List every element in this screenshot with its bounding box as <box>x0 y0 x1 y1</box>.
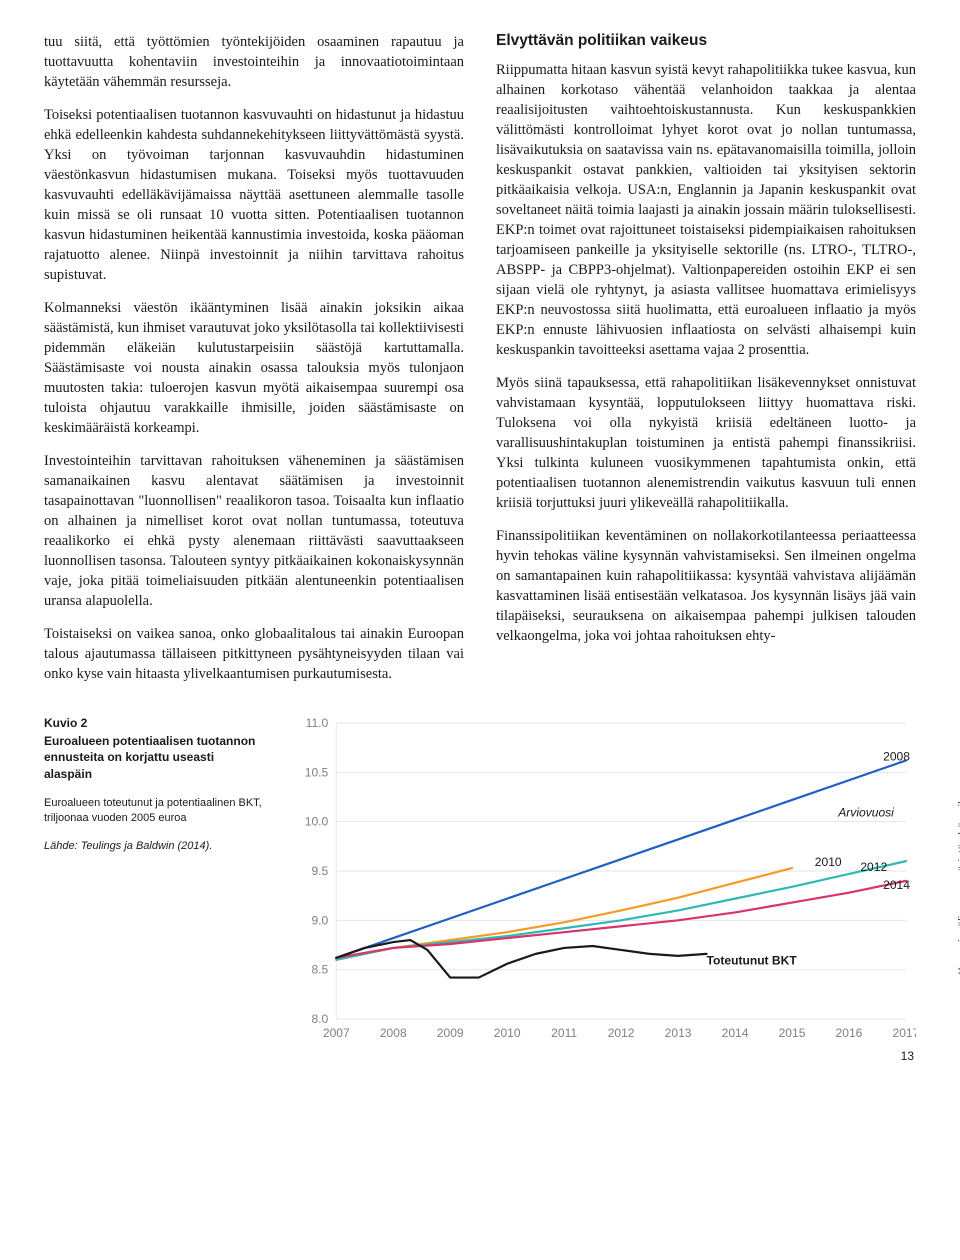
body-paragraph: Toiseksi potentiaalisen tuotannon kasvuv… <box>44 105 464 285</box>
svg-text:10.5: 10.5 <box>305 765 329 779</box>
svg-text:2011: 2011 <box>551 1026 577 1040</box>
body-paragraph: Riippumatta hitaan kasvun syistä kevyt r… <box>496 60 916 360</box>
svg-text:2017: 2017 <box>893 1026 916 1040</box>
section-heading: Elvyttävän politiikan vaikeus <box>496 32 916 50</box>
svg-text:2016: 2016 <box>836 1026 863 1040</box>
body-paragraph: Kolmanneksi väestön ikääntyminen lisää a… <box>44 298 464 438</box>
svg-text:8.5: 8.5 <box>311 963 328 977</box>
body-paragraph: Myös siinä tapauksessa, että rahapolitii… <box>496 373 916 513</box>
svg-text:9.0: 9.0 <box>311 913 328 927</box>
svg-text:2014: 2014 <box>722 1026 749 1040</box>
body-paragraph: tuu siitä, että työttömien työntekijöide… <box>44 32 464 92</box>
figure-caption: Kuvio 2 Euroalueen potentiaalisen tuotan… <box>44 715 264 854</box>
right-column: Elvyttävän politiikan vaikeus Riippumatt… <box>496 32 916 697</box>
svg-text:Toteutunut BKT: Toteutunut BKT <box>707 954 798 968</box>
body-paragraph: Toistaiseksi on vaikea sanoa, onko globa… <box>44 624 464 684</box>
svg-text:2014: 2014 <box>883 878 910 892</box>
line-chart: 8.0 8.5 9.0 9.5 10.0 10.5 11.0 2007 2008 2009 2010… <box>292 715 916 1045</box>
svg-text:11.0: 11.0 <box>306 716 329 730</box>
svg-text:Arviovuosi: Arviovuosi <box>837 806 894 820</box>
figure-subtitle: Euroalueen toteutunut ja potentiaalinen … <box>44 796 264 826</box>
left-column: tuu siitä, että työttömien työntekijöide… <box>44 32 464 697</box>
svg-text:2008: 2008 <box>380 1026 407 1040</box>
svg-text:2010: 2010 <box>494 1026 521 1040</box>
svg-text:8.0: 8.0 <box>311 1012 328 1026</box>
page-number: 13 <box>44 1049 916 1063</box>
svg-text:9.5: 9.5 <box>311 864 328 878</box>
figure-source: Lähde: Teulings ja Baldwin (2014). <box>44 839 264 854</box>
body-paragraph: Finanssipolitiikan keventäminen on nolla… <box>496 526 916 646</box>
body-paragraph: Investointeihin tarvittavan rahoituksen … <box>44 451 464 611</box>
figure-title: Euroalueen potentiaalisen tuotannon ennu… <box>44 733 264 782</box>
svg-text:2013: 2013 <box>665 1026 692 1040</box>
svg-text:2015: 2015 <box>779 1026 806 1040</box>
figure-block: Kuvio 2 Euroalueen potentiaalisen tuotan… <box>44 715 916 1045</box>
svg-text:2008: 2008 <box>883 750 910 764</box>
svg-text:2012: 2012 <box>608 1026 635 1040</box>
svg-text:2010: 2010 <box>815 855 842 869</box>
figure-number: Kuvio 2 <box>44 715 264 731</box>
svg-text:2012: 2012 <box>860 860 887 874</box>
svg-text:10.0: 10.0 <box>305 815 329 829</box>
svg-text:2009: 2009 <box>437 1026 464 1040</box>
svg-text:2007: 2007 <box>323 1026 350 1040</box>
